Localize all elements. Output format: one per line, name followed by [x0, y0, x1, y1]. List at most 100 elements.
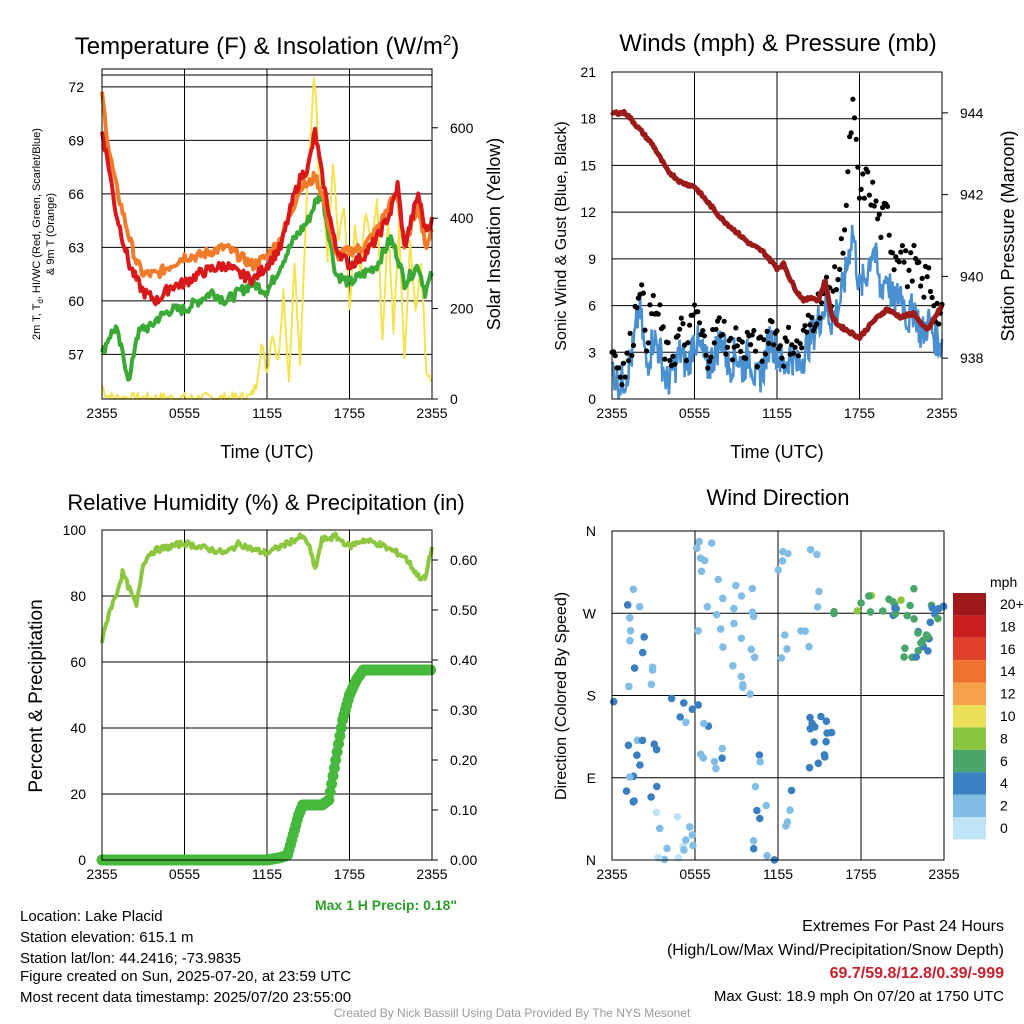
- location-text: Location: Lake Placid: [20, 908, 163, 925]
- p4-direction-point: [626, 773, 634, 781]
- p4-direction-point: [622, 787, 631, 795]
- p4-direction-point: [707, 539, 716, 547]
- p4-direction-point: [755, 751, 764, 759]
- p2-gust-point: [916, 259, 922, 265]
- p1-series-2m-t: [100, 126, 434, 307]
- p4-direction-point: [653, 782, 661, 791]
- p3-ytick-left-label: 80: [70, 588, 86, 604]
- p3-ytick-right-label: 0.00: [450, 852, 477, 868]
- p4-direction-point: [749, 844, 758, 853]
- p4-direction-point: [688, 831, 697, 839]
- legend-label: 16: [1000, 641, 1016, 657]
- p2-gust-point: [724, 344, 731, 350]
- p1-xtick-label: 0555: [169, 405, 200, 421]
- winds-title: Winds (mph) & Pressure (mb): [619, 30, 936, 57]
- p4-direction-point: [663, 844, 671, 853]
- p2-gust-point: [866, 192, 873, 198]
- p2-gust-point: [853, 136, 859, 142]
- p4-direction-point: [682, 836, 690, 844]
- p2-gust-point: [807, 322, 813, 328]
- p2-ytick-left-label: 18: [580, 111, 596, 127]
- p4-direction-point: [730, 619, 738, 628]
- p2-gust-point: [759, 358, 765, 364]
- p3-ytick-right-label: 0.10: [450, 802, 477, 818]
- p2-gust-point: [672, 361, 678, 367]
- p4-direction-point: [823, 729, 831, 737]
- p2-gust-point: [616, 365, 622, 371]
- p4-direction-point: [737, 672, 746, 681]
- p4-direction-point: [749, 612, 758, 621]
- p2-gust-point: [705, 365, 711, 371]
- p1-ytick-left-label: 72: [68, 79, 84, 95]
- p2-gust-point: [720, 331, 726, 338]
- p2-gust-point: [645, 340, 651, 346]
- p2-gust-point: [799, 345, 805, 351]
- p2-gust-point: [612, 353, 618, 359]
- legend-swatch: [953, 727, 986, 750]
- p2-gust-point: [901, 259, 907, 265]
- p2-gust-point: [769, 319, 775, 325]
- p4-xtick-label: 2355: [596, 866, 627, 882]
- p2-gust-point: [790, 350, 797, 356]
- p2-gust-point: [764, 328, 770, 334]
- p2-gust-point: [639, 282, 645, 288]
- p4-direction-point: [912, 653, 921, 661]
- p4-direction-point: [626, 614, 634, 622]
- p3-ytick-right-label: 0.60: [450, 552, 477, 568]
- p2-gust-point: [629, 352, 635, 358]
- p2-gust-point: [860, 171, 866, 177]
- p2-gust-point: [706, 358, 713, 364]
- extremes-values: 69.7/59.8/12.8/0.39/-999: [829, 965, 1004, 982]
- p1-xtick-label: 2355: [416, 405, 447, 421]
- p4-direction-point: [857, 599, 865, 607]
- p2-gust-point: [876, 211, 882, 217]
- p2-gust-point: [619, 382, 625, 388]
- p2-gust-point: [729, 357, 736, 363]
- p2-gust-point: [751, 327, 757, 334]
- humidity-plot-frame: [101, 529, 433, 861]
- p2-gust-point: [624, 350, 630, 356]
- p4-direction-point: [737, 592, 746, 600]
- p4-direction-point: [689, 841, 697, 850]
- p2-gust-point: [936, 321, 942, 327]
- p2-gust-point: [687, 322, 693, 328]
- p2-gust-point: [779, 355, 785, 361]
- p4-direction-point: [655, 824, 664, 833]
- p4-direction-point: [676, 713, 684, 721]
- p2-gust-point: [678, 315, 684, 321]
- p2-gust-point: [855, 164, 861, 170]
- winds-ylabel-left: Sonic Wind & Gust (Blue, Black): [553, 121, 570, 350]
- legend-swatch: [953, 794, 986, 817]
- p4-direction-point: [830, 607, 838, 616]
- p2-gust-point: [627, 330, 633, 336]
- p2-gust-point: [858, 186, 864, 192]
- p4-direction-point: [716, 625, 725, 633]
- p2-gust-point: [861, 195, 868, 201]
- p2-gust-point: [845, 169, 851, 175]
- p2-gust-point: [640, 290, 647, 296]
- p4-direction-point: [714, 575, 722, 584]
- p4-direction-point: [730, 604, 738, 613]
- legend-label: 14: [1000, 663, 1016, 679]
- p2-gust-point: [660, 324, 666, 330]
- p4-direction-point: [786, 806, 794, 814]
- p3-ytick-right-label: 0.20: [450, 752, 477, 768]
- p4-direction-point: [777, 654, 786, 662]
- p1-ytick-left-label: 69: [68, 132, 84, 148]
- p2-gust-point: [690, 312, 696, 318]
- p4-xtick-label: 0555: [679, 866, 710, 882]
- p4-direction-point: [756, 814, 764, 823]
- p2-gust-point: [761, 337, 767, 343]
- p4-direction-point: [891, 610, 900, 618]
- p2-gust-point: [842, 227, 848, 233]
- p2-gust-point: [840, 250, 846, 256]
- p4-direction-point: [822, 737, 830, 746]
- p4-direction-point: [673, 813, 682, 821]
- p1-ytick-left-label: 60: [68, 293, 84, 309]
- humidity-panel: Relative Humidity (%) & Precipitation (i…: [26, 490, 477, 913]
- p2-ytick-left-label: 9: [588, 251, 596, 267]
- p2-gust-point: [833, 287, 840, 293]
- p2-gust-point: [903, 248, 909, 254]
- p2-gust-point: [886, 232, 892, 238]
